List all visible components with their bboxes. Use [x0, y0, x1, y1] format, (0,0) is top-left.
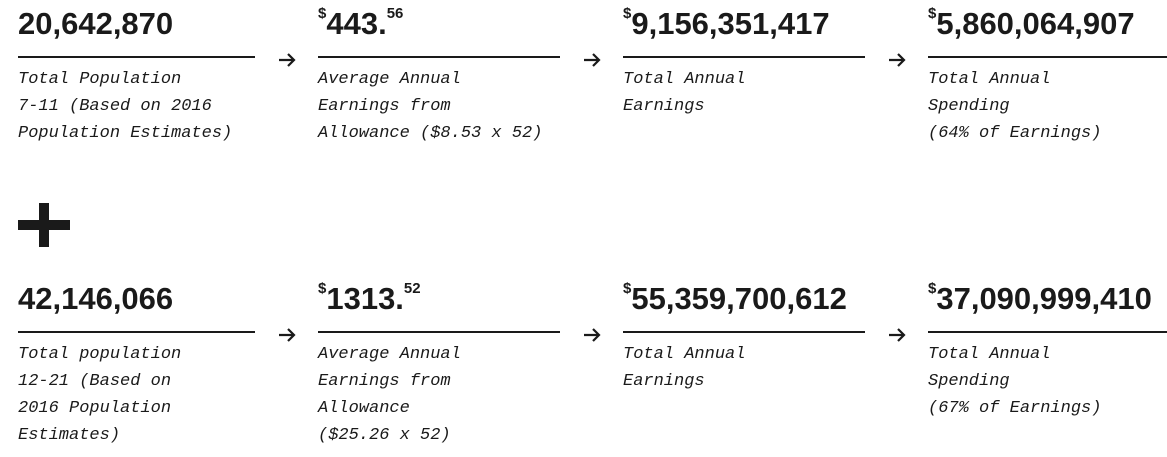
- description-line: Spending: [928, 97, 1010, 116]
- description-line: Total Annual: [623, 345, 746, 364]
- figure: 20,642,870: [18, 8, 173, 39]
- rule: [623, 331, 865, 333]
- description-line: Earnings from: [318, 97, 451, 116]
- arrow: [279, 53, 296, 67]
- figure-main: 55,359,700,612: [631, 281, 847, 316]
- rule: [318, 331, 560, 333]
- description-line: Population Estimates): [18, 124, 233, 143]
- description: Total Annual Spending (67% of Earnings): [928, 341, 1101, 422]
- rule: [928, 56, 1167, 58]
- description-line: Total Annual: [928, 70, 1051, 89]
- arrow: [279, 328, 296, 342]
- description-line: Earnings: [623, 372, 705, 391]
- rule: [18, 331, 255, 333]
- arrow: [584, 53, 601, 67]
- description-line: (67% of Earnings): [928, 399, 1102, 418]
- description-line: Allowance ($8.53 x 52): [318, 124, 543, 143]
- description: Average Annual Earnings from Allowance ($8…: [318, 66, 542, 147]
- description-line: 12-21 (Based on: [18, 372, 172, 391]
- figure: $5,860,064,907: [928, 5, 1135, 41]
- currency-symbol: $: [928, 280, 937, 297]
- description: Average Annual Earnings from Allowance ($25…: [318, 341, 461, 449]
- figure: 42,146,066: [18, 283, 173, 314]
- rule: [623, 56, 865, 58]
- description: Total Annual Earnings: [623, 341, 745, 395]
- figure: $37,090,999,410: [928, 280, 1152, 316]
- figure: $443.56: [318, 5, 404, 41]
- arrow: [889, 53, 906, 67]
- description-line: (64% of Earnings): [928, 124, 1102, 143]
- figure: $9,156,351,417: [623, 5, 830, 41]
- description-line: Average Annual: [318, 345, 461, 364]
- rule: [928, 331, 1167, 333]
- description-line: ($25.26 x 52): [318, 426, 451, 445]
- figure-cents: 52: [403, 280, 421, 297]
- arrow: [889, 328, 906, 342]
- figure-main: 443.: [326, 6, 387, 41]
- description-line: Spending: [928, 372, 1010, 391]
- description-line: Total population: [18, 345, 182, 364]
- figure-cents: 56: [386, 5, 404, 22]
- currency-symbol: $: [318, 5, 327, 22]
- description-line: Total Population: [18, 70, 182, 89]
- figure-main: 42,146,066: [18, 281, 174, 316]
- description: Total Annual Spending (64% of Earnings): [928, 66, 1101, 147]
- currency-symbol: $: [623, 280, 632, 297]
- description: Total Annual Earnings: [623, 66, 745, 120]
- description-line: Total Annual: [623, 70, 746, 89]
- description-line: Estimates): [18, 426, 121, 445]
- rule: [18, 56, 255, 58]
- plus-sign: [18, 203, 70, 247]
- description-line: 7-11 (Based on 2016: [18, 97, 212, 116]
- currency-symbol: $: [318, 280, 327, 297]
- figure-main: 1313.: [326, 281, 404, 316]
- figure-main: 20,642,870: [18, 6, 174, 41]
- currency-symbol: $: [928, 5, 937, 22]
- description-line: Average Annual: [318, 70, 461, 89]
- description: Total Population 7-11 (Based on 2016 Popul…: [18, 66, 232, 147]
- rule: [318, 56, 560, 58]
- description-line: Earnings from: [318, 372, 451, 391]
- figure: $55,359,700,612: [623, 280, 847, 316]
- figure-main: 37,090,999,410: [936, 281, 1152, 316]
- currency-symbol: $: [623, 5, 632, 22]
- description-line: 2016 Population: [18, 399, 172, 418]
- description-line: Allowance: [318, 399, 410, 418]
- figure-main: 9,156,351,417: [631, 6, 830, 41]
- description: Total population 12-21 (Based on 2016 Popu…: [18, 341, 181, 449]
- description-line: Earnings: [623, 97, 705, 116]
- figure: $1313.52: [318, 280, 421, 316]
- arrow: [584, 328, 601, 342]
- description-line: Total Annual: [928, 345, 1051, 364]
- figure-main: 5,860,064,907: [936, 6, 1135, 41]
